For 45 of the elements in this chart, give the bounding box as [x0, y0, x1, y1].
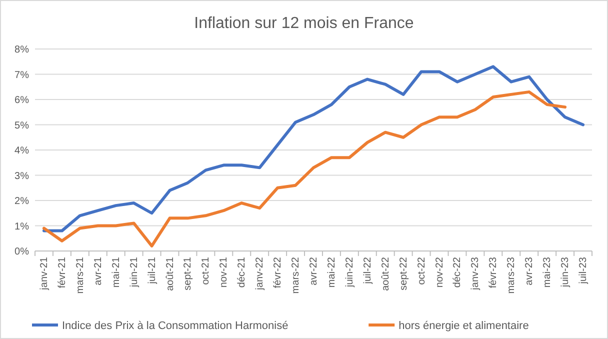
x-tick-label: mai-21	[110, 256, 122, 288]
y-tick-label: 0%	[14, 246, 30, 258]
y-tick-label: 8%	[14, 44, 30, 56]
y-tick-label: 6%	[14, 95, 30, 106]
x-tick-label: sept-22	[398, 256, 410, 290]
x-tick-label: mai-22	[326, 256, 338, 288]
x-tick-label: août-21	[164, 256, 176, 291]
x-tick-label: avr-23	[524, 256, 536, 286]
x-tick-label: mars-22	[290, 256, 302, 294]
x-tick-label: juil-22	[362, 256, 374, 285]
x-tick-label: avr-21	[92, 256, 104, 286]
x-tick-label: août-22	[380, 256, 392, 291]
x-tick-label: déc-22	[452, 256, 464, 288]
x-tick-label: juin-22	[344, 256, 356, 288]
x-tick-label: sept-21	[182, 256, 194, 290]
x-tick-label: janv-23	[470, 256, 482, 291]
x-tick-label: janv-21	[38, 256, 50, 291]
x-tick-label: juil-21	[146, 256, 158, 285]
line-series	[42, 90, 567, 248]
x-tick-label: juin-23	[560, 256, 572, 288]
x-tick-label: nov-22	[434, 256, 446, 288]
y-tick-label: 3%	[14, 170, 30, 182]
x-tick-label: juil-23	[578, 256, 590, 285]
y-tick-label: 5%	[14, 120, 30, 132]
y-tick-label: 2%	[14, 196, 30, 207]
y-tick-label: 4%	[14, 146, 30, 156]
x-tick-label: mars-21	[74, 256, 86, 294]
legend-label: hors énergie et alimentaire	[398, 320, 529, 332]
y-tick-label: 7%	[14, 70, 30, 81]
line-series	[42, 65, 585, 232]
x-tick-label: févr-22	[272, 256, 284, 288]
x-tick-label: janv-22	[254, 256, 266, 291]
x-tick-label: mai-23	[542, 256, 554, 288]
chart-title: Inflation sur 12 mois en France	[194, 15, 414, 32]
x-tick-label: déc-21	[236, 256, 248, 288]
y-tick-label: 1%	[14, 221, 30, 232]
x-tick-label: oct-22	[416, 256, 428, 285]
x-tick-label: mars-23	[506, 256, 518, 294]
x-tick-label: avr-22	[308, 256, 320, 286]
x-tick-label: févr-23	[488, 256, 500, 288]
x-tick-label: oct-21	[200, 256, 212, 285]
x-tick-label: févr-21	[56, 256, 68, 288]
legend-label: Indice des Prix à la Consommation Harmonisé	[62, 320, 288, 332]
x-tick-label: nov-21	[218, 256, 230, 288]
x-tick-label: juin-21	[128, 256, 140, 288]
